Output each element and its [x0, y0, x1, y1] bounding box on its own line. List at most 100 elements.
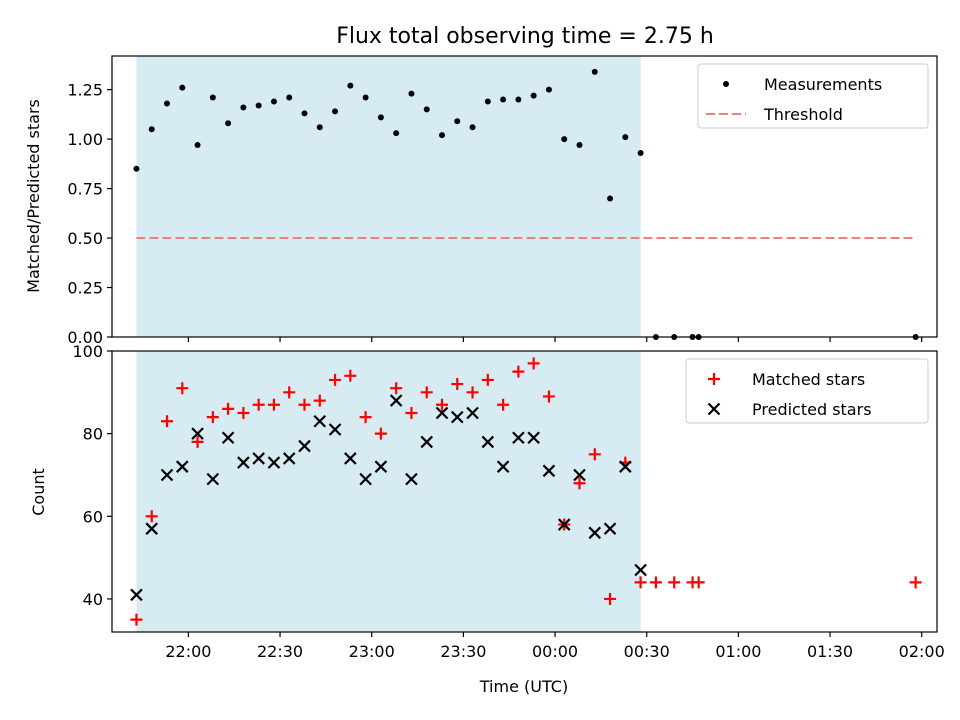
matched-star-point [252, 398, 265, 411]
predicted-star-point [481, 435, 495, 449]
measurement-point [530, 92, 537, 99]
predicted-star-point [130, 588, 143, 602]
measurement-point [622, 134, 629, 141]
matched-star-point [206, 411, 219, 424]
count-panel: 40 60 80 100 22:00 22:30 23:00 23:30 00:00 00:30 0… [72, 342, 944, 661]
matched-star-point [481, 373, 494, 386]
legend-marker-dot [723, 81, 729, 87]
matched-star-point [909, 576, 922, 589]
measurement-point [133, 165, 140, 172]
matched-star-point [692, 576, 705, 589]
measurement-point [561, 136, 568, 143]
bottom-ytick-label: 80 [83, 425, 103, 444]
predicted-star-point [344, 452, 357, 465]
predicted-star-point [435, 406, 449, 420]
matched-star-point [145, 510, 158, 523]
predicted-star-point [466, 406, 479, 420]
predicted-star-point [573, 468, 586, 482]
matched-star-point [191, 435, 204, 448]
matched-star-point [668, 576, 681, 589]
matched-star-point [573, 477, 586, 490]
bottom-series-1 [130, 394, 647, 602]
predicted-star-point [145, 522, 158, 535]
ratio-panel: 0.00 0.25 0.50 0.75 1.00 1.25 Measurements Thre… [67, 55, 938, 347]
top-ytick-label: 0.50 [67, 229, 103, 248]
predicted-star-point [542, 464, 556, 478]
top-series-0 [133, 68, 919, 340]
bottom-xtick-label: 22:00 [165, 642, 211, 661]
matched-star-point [359, 411, 372, 424]
x-axis-label: Time (UTC) [479, 677, 568, 696]
measurement-point [408, 90, 415, 97]
predicted-star-point [298, 439, 311, 453]
measurement-point [591, 68, 598, 75]
top-ytick-label: 0.25 [67, 279, 103, 298]
predicted-star-point [160, 468, 174, 482]
matched-star-point [634, 576, 647, 589]
matched-star-point [405, 406, 418, 419]
bottom-ytick-label: 60 [83, 507, 103, 526]
bottom-ylabel: Count [29, 468, 48, 516]
predicted-star-point [451, 410, 464, 424]
measurement-point [270, 98, 277, 105]
bottom-xtick-label: 22:30 [257, 642, 303, 661]
matched-star-point [329, 373, 342, 386]
matched-star-point [374, 427, 387, 440]
measurement-point [576, 142, 583, 149]
predicted-star-point [206, 472, 220, 486]
measurement-point [484, 98, 491, 105]
measurement-point [164, 100, 170, 107]
predicted-star-point [176, 460, 189, 473]
matched-star-point [222, 402, 235, 415]
bottom-shaded-interval [136, 351, 641, 632]
legend-marker-x [707, 402, 721, 416]
predicted-star-point [512, 431, 525, 445]
predicted-star-point [191, 427, 204, 440]
measurement-point [637, 149, 644, 156]
measurement-point [500, 96, 507, 103]
predicted-star-point [282, 452, 296, 465]
measurement-point [515, 96, 522, 103]
bottom-xtick-label: 23:30 [440, 642, 486, 661]
predicted-star-point [634, 563, 647, 577]
matched-star-point [451, 378, 464, 391]
matched-star-point [390, 382, 403, 395]
bottom-axes-frame [111, 350, 938, 633]
measurement-point [301, 110, 308, 117]
predicted-star-point [389, 394, 403, 407]
bottom-xtick-label: 23:00 [349, 642, 395, 661]
matched-star-point [527, 357, 540, 370]
measurement-point [286, 94, 293, 101]
legend-box [685, 358, 929, 424]
bottom-xtick-label: 01:30 [807, 642, 853, 661]
measurement-point [393, 130, 400, 137]
legend-label: Threshold [763, 105, 843, 124]
measurement-point [148, 126, 155, 133]
matched-star-point [283, 386, 296, 399]
matched-star-point [497, 398, 510, 411]
matched-star-point [588, 448, 601, 461]
predicted-star-point [252, 452, 265, 465]
matched-star-point [466, 386, 479, 399]
predicted-star-point [405, 472, 418, 486]
measurement-point [179, 84, 186, 91]
measurement-point [439, 132, 445, 139]
bottom-xtick-label: 00:30 [624, 642, 670, 661]
predicted-star-point [496, 460, 510, 473]
measurement-point [347, 82, 354, 89]
top-ytick-label: 0.75 [67, 180, 103, 199]
measurement-point [377, 114, 384, 121]
predicted-star-point [267, 456, 281, 469]
predicted-star-point [420, 435, 433, 449]
top-ylabel: Matched/Predicted stars [24, 99, 43, 293]
matched-star-point [420, 386, 433, 399]
legend-marker-plus [708, 373, 720, 385]
measurement-point [209, 94, 216, 101]
matched-star-point [130, 613, 143, 626]
matched-star-point [176, 382, 189, 395]
predicted-star-point [588, 526, 602, 540]
measurement-point [454, 118, 461, 125]
legend-box [697, 63, 929, 129]
bottom-xtick-label: 01:00 [715, 642, 761, 661]
